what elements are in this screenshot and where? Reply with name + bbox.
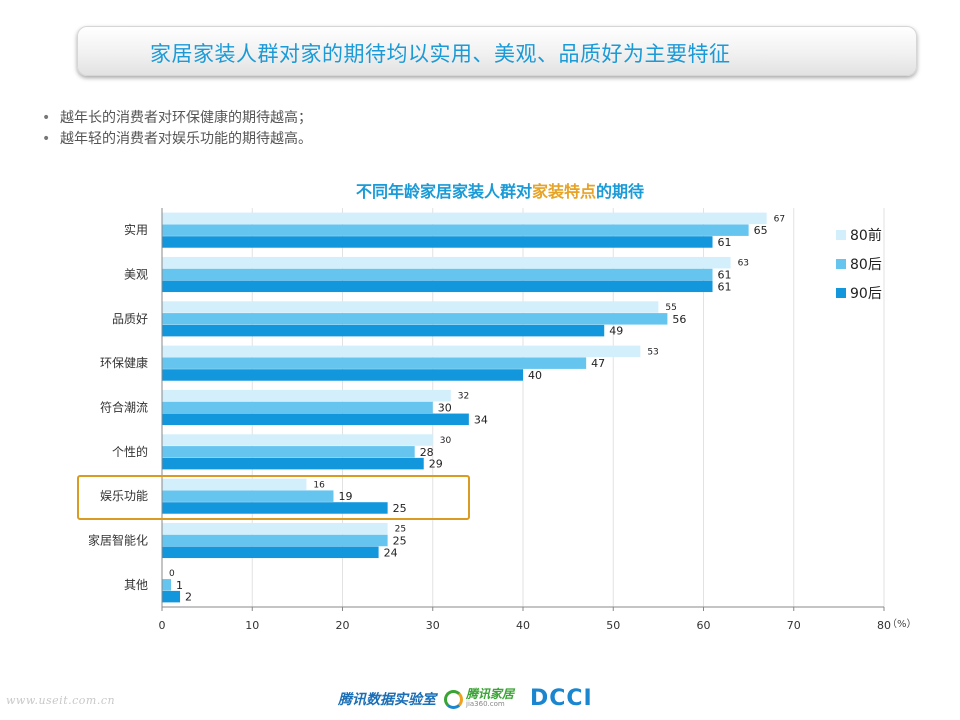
bullet-item: 越年轻的消费者对娱乐功能的期待越高。: [42, 129, 312, 150]
data-label: 61: [718, 269, 732, 282]
jia360-logo-main: 腾讯家居: [466, 687, 515, 701]
category-label: 美观: [124, 268, 148, 282]
bar: [162, 522, 388, 535]
bar: [162, 457, 424, 470]
bar: [162, 389, 451, 402]
bar: [162, 369, 523, 381]
bar: [162, 224, 749, 236]
data-label: 32: [458, 392, 469, 402]
bar: [162, 413, 469, 426]
x-tick-label: 50: [606, 619, 620, 632]
legend-label: 90后: [850, 286, 882, 302]
category-label: 个性的: [112, 444, 148, 459]
legend-swatch: [836, 230, 846, 240]
x-tick-label: 40: [516, 619, 530, 632]
x-unit-label: （%）: [887, 618, 917, 630]
category-label: 家居智能化: [88, 533, 148, 548]
category-label: 品质好: [112, 312, 148, 326]
bar: [162, 446, 415, 458]
bar: [162, 280, 713, 293]
data-label: 25: [393, 535, 407, 548]
legend-swatch: [836, 288, 846, 298]
data-label: 30: [440, 436, 452, 446]
data-label: 30: [438, 402, 452, 415]
data-label: 61: [718, 236, 732, 249]
chart-title-part1: 不同年龄家居家装人群对: [355, 182, 532, 201]
category-label: 其他: [124, 578, 148, 592]
bar: [162, 401, 433, 414]
data-label: 16: [313, 480, 325, 490]
bar: [162, 268, 713, 281]
x-tick-label: 80: [877, 619, 891, 632]
dcci-logo: DCCI: [530, 686, 593, 711]
bullet-list: 越年长的消费者对环保健康的期待越高； 越年轻的消费者对娱乐功能的期待越高。: [42, 108, 312, 150]
bar: [162, 434, 433, 446]
bar: [162, 546, 379, 559]
data-label: 49: [609, 325, 623, 338]
title-banner: 家居家装人群对家的期待均以实用、美观、品质好为主要特征: [77, 26, 917, 76]
x-tick-label: 10: [245, 619, 259, 632]
chart-title: 不同年龄家居家装人群对家装特点的期待: [0, 178, 960, 202]
data-label: 25: [395, 525, 406, 535]
data-label: 25: [393, 502, 407, 515]
x-tick-label: 60: [697, 619, 711, 632]
legend-swatch: [836, 259, 846, 269]
watermark: www.useit.com.cn: [6, 694, 116, 707]
data-label: 0: [169, 569, 175, 579]
jia360-logo-sub: jia360.com: [466, 700, 505, 708]
bar: [162, 579, 172, 591]
chart-title-highlight: 家装特点: [531, 182, 596, 201]
data-label: 55: [665, 303, 676, 313]
data-label: 19: [338, 490, 352, 503]
category-label: 符合潮流: [100, 400, 148, 415]
data-label: 40: [528, 369, 542, 382]
bar: [162, 502, 388, 514]
legend-label: 80后: [850, 257, 882, 273]
brand-logo: 腾讯数据实验室: [338, 692, 436, 708]
legend-label: 80前: [850, 227, 882, 244]
bar: [162, 478, 307, 491]
x-tick-label: 20: [336, 619, 350, 632]
bar: [162, 256, 731, 269]
x-tick-label: 0: [159, 619, 166, 632]
category-label: 实用: [124, 222, 148, 237]
category-label: 环保健康: [100, 355, 148, 370]
bar: [162, 345, 641, 358]
data-label: 34: [474, 413, 488, 426]
data-label: 53: [647, 347, 658, 357]
data-label: 63: [738, 259, 749, 269]
bar: [162, 490, 334, 502]
category-label: 娱乐功能: [100, 489, 148, 503]
chart-title-part2: 的期待: [596, 182, 645, 201]
bar: [162, 212, 767, 225]
bar: [162, 301, 659, 313]
data-label: 65: [754, 224, 768, 237]
data-label: 61: [718, 280, 732, 293]
page-title: 家居家装人群对家的期待均以实用、美观、品质好为主要特征: [150, 42, 731, 66]
data-label: 67: [774, 214, 785, 224]
bar: [162, 534, 388, 547]
bar: [162, 236, 713, 248]
bar: [162, 590, 181, 603]
highlight-box: [77, 475, 470, 520]
data-label: 47: [591, 357, 605, 370]
data-label: 1: [176, 579, 183, 592]
data-label: 28: [420, 446, 434, 459]
jia360-logo: 腾讯家居 jia360.com: [444, 688, 514, 710]
bar: [162, 313, 668, 325]
data-label: 56: [672, 313, 686, 326]
bar: [162, 324, 605, 337]
bar: [162, 357, 587, 369]
data-label: 24: [384, 546, 398, 559]
data-label: 29: [429, 458, 443, 471]
data-label: 2: [185, 591, 192, 604]
ring-icon: [444, 689, 463, 709]
x-tick-label: 70: [787, 619, 801, 632]
bullet-item: 越年长的消费者对环保健康的期待越高；: [42, 108, 312, 129]
x-tick-label: 30: [426, 619, 440, 632]
